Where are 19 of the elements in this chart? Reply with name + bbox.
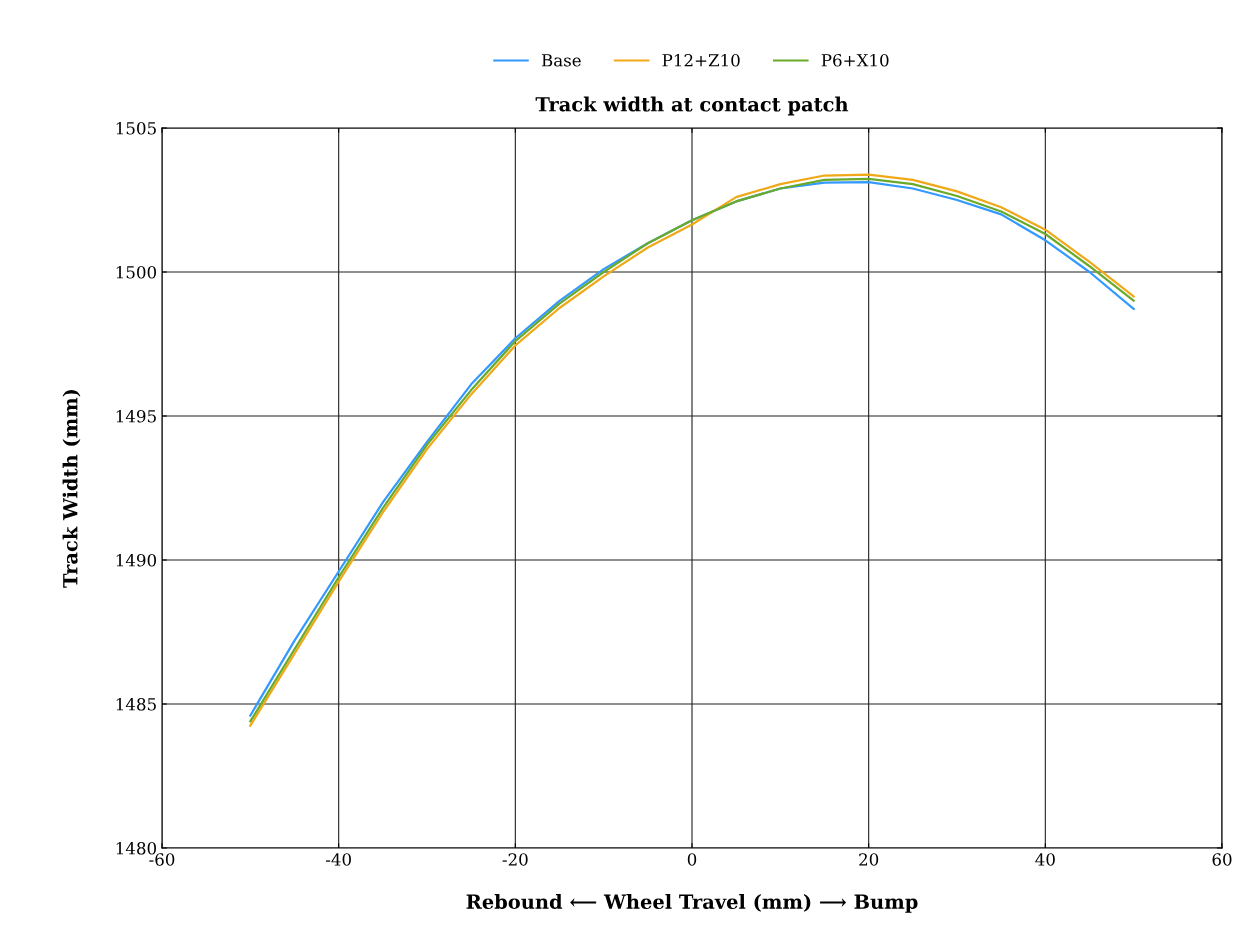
chart-title: Track width at contact patch	[535, 96, 849, 116]
x-tick-label: 0	[687, 853, 697, 866]
x-tick-label: -40	[325, 853, 351, 866]
x-tick-label: -60	[149, 853, 175, 866]
legend-label: Base	[541, 54, 581, 67]
x-tick-label: 40	[1035, 853, 1055, 866]
y-tick-label: 1495	[116, 409, 156, 423]
y-tick-label: 1490	[116, 553, 157, 567]
legend-label: P12+Z10	[662, 53, 740, 67]
y-axis-title: Track Width (mm)	[62, 389, 81, 588]
y-tick-label: 1485	[116, 697, 156, 711]
y-tick-label: 1480	[116, 841, 157, 855]
x-tick-label: 20	[859, 853, 879, 866]
legend-label: P6+X10	[821, 53, 889, 67]
x-axis-title: Rebound ⟵ Wheel Travel (mm) ⟶ Bump	[466, 893, 918, 913]
x-tick-label: -20	[502, 853, 528, 866]
y-tick-label: 1500	[116, 265, 157, 279]
x-tick-label: 60	[1212, 853, 1232, 866]
y-tick-label: 1505	[116, 121, 156, 135]
